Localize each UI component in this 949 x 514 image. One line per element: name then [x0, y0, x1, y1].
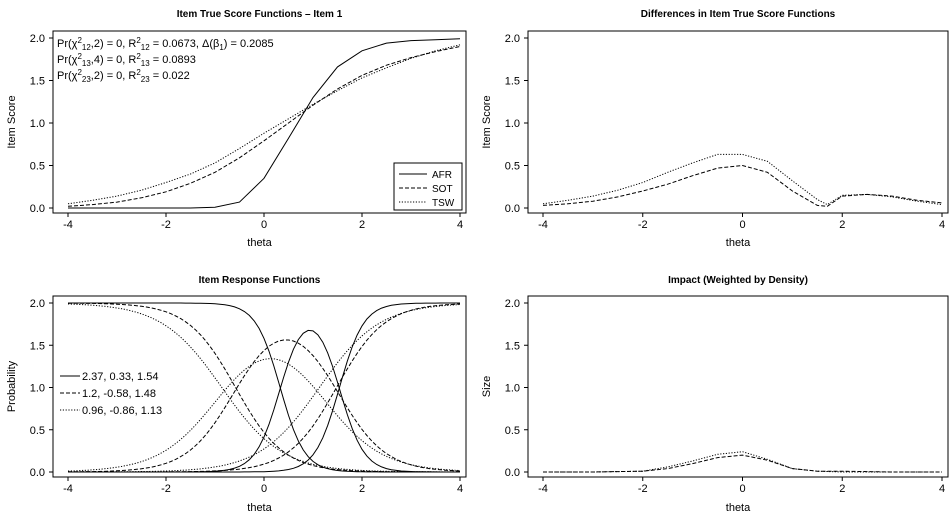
x-tick-label: -4	[63, 219, 73, 231]
response-curve-group-3-cat1	[67, 358, 461, 472]
stat-annotation: Pr(χ2​12​,2) = 0, R2​12​ = 0.0673, Δ(β1​…	[57, 36, 274, 52]
legend-label: 0.96, -0.86, 1.13	[82, 405, 162, 417]
plot-frame	[527, 295, 949, 478]
x-tick-label: 4	[457, 219, 463, 231]
chart-title: Impact (Weighted by Density)	[668, 275, 808, 286]
y-tick-label: 1.0	[30, 118, 45, 130]
legend-label: AFR	[432, 170, 452, 181]
x-tick-label: -2	[161, 219, 171, 231]
response-curve-group-2-cat2	[68, 303, 461, 473]
y-axis-label: Probability	[6, 360, 18, 412]
x-tick-label: -4	[63, 483, 73, 495]
x-axis-label: theta	[247, 502, 272, 514]
x-tick-label: -4	[538, 219, 548, 231]
x-tick-label: 0	[261, 483, 267, 495]
x-tick-label: 4	[939, 483, 945, 495]
chart-panel-4: Impact (Weighted by Density) -4 -2 0 2 4 0.0 0.…	[481, 275, 949, 514]
y-tick-label: 1.5	[505, 76, 520, 88]
y-tick-label: 2.0	[30, 33, 45, 45]
y-tick-label: 2.0	[30, 298, 45, 310]
chart-title: Item True Score Functions – Item 1	[177, 9, 343, 20]
x-tick-label: 0	[739, 219, 745, 231]
y-tick-label: 0.5	[30, 425, 45, 437]
legend-label: SOT	[432, 184, 453, 195]
y-tick-label: 0.5	[30, 161, 45, 173]
series-line-2	[542, 153, 943, 206]
y-tick-label: 1.5	[30, 76, 45, 88]
plot-frame	[52, 30, 467, 214]
x-tick-label: -2	[161, 483, 171, 495]
y-tick-label: 2.0	[505, 33, 520, 45]
x-tick-label: 0	[739, 483, 745, 495]
series-line-sot	[67, 46, 461, 207]
y-tick-label: 1.5	[505, 340, 520, 352]
legend-label: 1.2, -0.58, 1.48	[82, 388, 156, 400]
x-axis-label: theta	[247, 237, 272, 249]
plot-frame	[52, 295, 467, 478]
y-tick-label: 0.5	[505, 161, 520, 173]
chart-panel-1: Item True Score Functions – Item 1 -4 -2 0 2…	[6, 9, 467, 249]
stat-annotation: Pr(χ2​23​,2) = 0, R2​23​ = 0.022	[57, 68, 190, 84]
y-tick-label: 2.0	[505, 298, 520, 310]
response-curve-group-3-cat2	[68, 304, 461, 473]
response-curve-group-1-cat1	[68, 329, 460, 473]
chart-title: Item Response Functions	[199, 275, 321, 286]
y-tick-label: 0.0	[505, 467, 520, 479]
y-tick-label: 0.0	[30, 467, 45, 479]
chart-panel-2: Differences in Item True Score Functions…	[481, 9, 949, 249]
response-curve-group-2-cat1	[68, 339, 461, 473]
x-tick-label: 2	[359, 483, 365, 495]
legend-label: 2.37, 0.33, 1.54	[82, 371, 158, 383]
x-axis-label: theta	[726, 237, 751, 249]
stat-annotation: Pr(χ2​13​,4) = 0, R2​13​ = 0.0893	[57, 52, 196, 68]
x-tick-label: -2	[638, 219, 648, 231]
y-tick-label: 1.0	[505, 118, 520, 130]
y-tick-label: 0.0	[30, 203, 45, 215]
x-tick-label: 2	[359, 219, 365, 231]
y-tick-label: 1.0	[30, 383, 45, 395]
x-tick-label: 4	[457, 483, 463, 495]
x-tick-label: 2	[839, 219, 845, 231]
x-axis-label: theta	[726, 502, 751, 514]
response-curve-group-3-cat0	[67, 303, 460, 473]
series-line-1	[542, 164, 943, 207]
chart-title: Differences in Item True Score Functions	[641, 9, 836, 20]
y-axis-label: Item Score	[481, 95, 493, 148]
legend-label: TSW	[432, 198, 455, 209]
x-tick-label: -4	[538, 483, 548, 495]
series-line-afr	[68, 38, 461, 209]
x-tick-label: 4	[939, 219, 945, 231]
y-axis-label: Item Score	[6, 95, 18, 148]
y-tick-label: 1.0	[505, 383, 520, 395]
x-tick-label: 2	[839, 483, 845, 495]
y-tick-label: 1.5	[30, 340, 45, 352]
series-line-1	[543, 454, 942, 473]
x-tick-label: 0	[261, 219, 267, 231]
x-tick-label: -2	[638, 483, 648, 495]
y-tick-label: 0.5	[505, 425, 520, 437]
chart-panel-3: Item Response Functions -4 -2 0 2 4 0.0 0.5 1.0 1…	[6, 275, 467, 514]
y-axis-label: Size	[481, 376, 493, 397]
y-tick-label: 0.0	[505, 203, 520, 215]
plot-frame	[527, 30, 949, 214]
series-line-tsw	[67, 44, 461, 205]
